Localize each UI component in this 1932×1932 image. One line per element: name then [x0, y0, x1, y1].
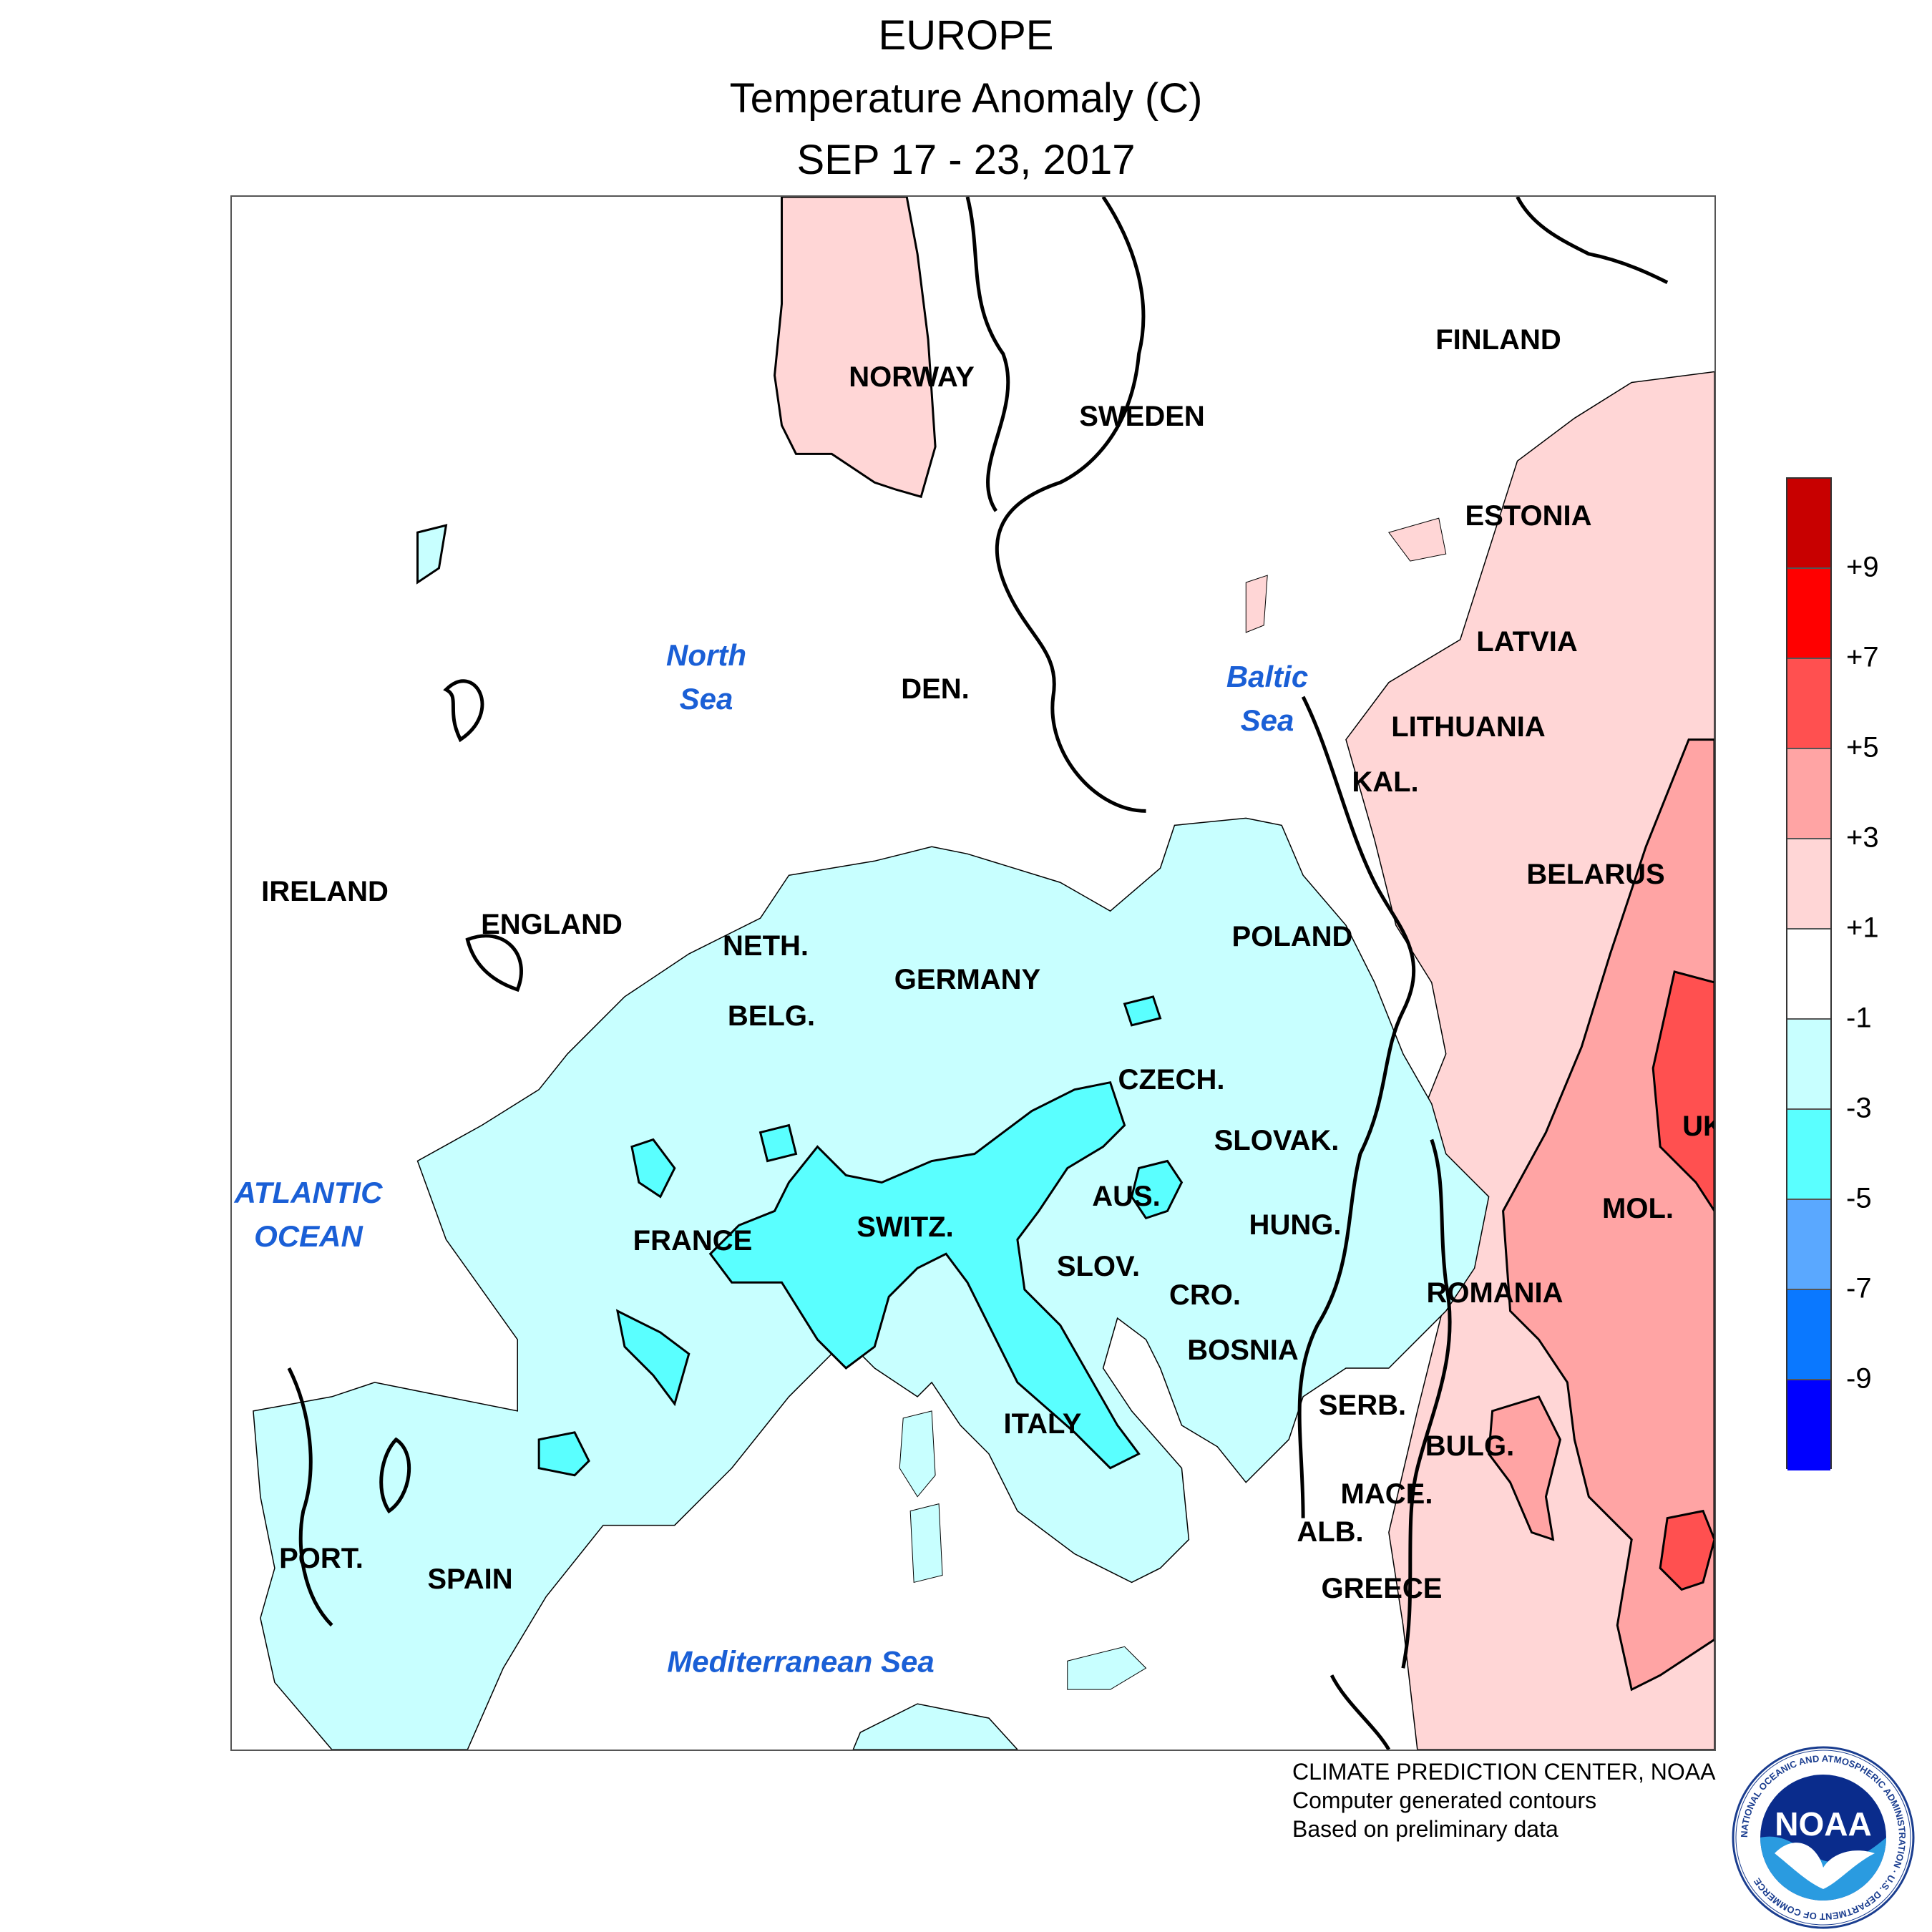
label-slovenia: SLOV.: [1056, 1251, 1141, 1282]
label-belarus: BELARUS: [1526, 859, 1665, 890]
label-hungary: HUNG.: [1249, 1209, 1342, 1241]
legend-tick-label: +5: [1846, 731, 1879, 763]
hot-anomaly-turkey: [1659, 1509, 1714, 1591]
logo-text: NOAA: [1775, 1805, 1871, 1843]
legend-bin-7: [1787, 1110, 1830, 1200]
cool-anomaly-sicily: [1067, 1646, 1147, 1690]
label-poland: POLAND: [1231, 921, 1353, 952]
label-greece: GREECE: [1321, 1573, 1443, 1604]
anomaly-map-canvas: [253, 197, 1714, 1750]
label-estonia: ESTONIA: [1465, 500, 1592, 532]
legend-bin-3: [1787, 749, 1830, 839]
map-period: SEP 17 - 23, 2017: [796, 137, 1136, 183]
label-baltic-sea: Baltic Sea: [1226, 660, 1309, 737]
label-spain: SPAIN: [427, 1563, 513, 1595]
legend-tick-label: -3: [1846, 1092, 1872, 1124]
label-latvia: LATVIA: [1476, 626, 1578, 658]
label-croatia: CRO.: [1169, 1279, 1241, 1311]
cold-anomaly-france-3: [615, 1309, 691, 1407]
legend-bin-4: [1787, 839, 1830, 930]
legend-tick-label: -7: [1846, 1272, 1872, 1304]
label-france: FRANCE: [633, 1225, 753, 1257]
label-bosnia: BOSNIA: [1187, 1335, 1299, 1366]
legend-tick-label: +1: [1846, 912, 1879, 944]
hot-anomaly-ukraine: [1652, 970, 1714, 1214]
label-atlantic-ocean: ATLANTIC OCEAN: [234, 1176, 383, 1253]
legend-tick-label: +7: [1846, 641, 1879, 673]
cold-anomaly-france-1: [630, 1138, 676, 1199]
credit-source: CLIMATE PREDICTION CENTER, NOAA: [1292, 1759, 1716, 1785]
cool-anomaly-sardinia: [899, 1410, 943, 1584]
legend-bin-2: [1787, 659, 1830, 749]
warm-anomaly-estonia-islands: [1245, 517, 1447, 633]
label-norway: NORWAY: [849, 361, 975, 393]
legend-bin-10: [1787, 1380, 1830, 1470]
label-ireland: IRELAND: [261, 876, 389, 907]
label-serbia: SERB.: [1318, 1390, 1407, 1421]
label-moldova: MOL.: [1602, 1193, 1674, 1224]
legend-tick-label: +9: [1846, 551, 1879, 583]
label-lithuania: LITHUANIA: [1391, 711, 1546, 743]
warm-anomaly-bulgaria: [1488, 1395, 1562, 1541]
legend-tick-label: -1: [1846, 1002, 1872, 1034]
noaa-logo: NATIONAL OCEANIC AND ATMOSPHERIC ADMINIS…: [1732, 1746, 1915, 1929]
label-italy: ITALY: [1003, 1408, 1082, 1440]
label-mediterranean-sea: Mediterranean Sea: [667, 1644, 935, 1679]
cold-anomaly-austria: [1130, 1159, 1184, 1220]
legend-bin-8: [1787, 1200, 1830, 1290]
label-belgium: BELG.: [727, 1000, 816, 1032]
label-switzerland: SWITZ.: [857, 1211, 954, 1243]
cool-anomaly-africa: [852, 1703, 1018, 1750]
legend-tick-label: +3: [1846, 821, 1879, 854]
label-north-sea: North Sea: [666, 638, 746, 716]
cold-anomaly-alps: [708, 1080, 1141, 1470]
label-germany: GERMANY: [894, 964, 1041, 995]
label-macedonia: MACE.: [1340, 1478, 1433, 1510]
label-portugal: PORT.: [279, 1543, 364, 1574]
cold-anomaly-france-2: [758, 1123, 798, 1163]
zero-contours: [287, 197, 1669, 1750]
label-finland: FINLAND: [1435, 324, 1561, 356]
label-romania: ROMANIA: [1426, 1277, 1563, 1309]
warm-anomaly-norway: [774, 197, 937, 499]
credit-note-data: Based on preliminary data: [1292, 1816, 1558, 1842]
label-netherlands: NETH.: [723, 930, 809, 962]
credit-note-contours: Computer generated contours: [1292, 1787, 1597, 1813]
label-albania: ALB.: [1297, 1516, 1364, 1548]
label-sweden: SWEDEN: [1079, 401, 1205, 432]
label-ukraine: UK: [1682, 1111, 1714, 1142]
anomaly-map: NORWAY SWEDEN FINLAND ESTONIA LATVIA LIT…: [230, 195, 1716, 1751]
label-kaliningrad: KAL.: [1352, 766, 1419, 798]
legend-bin-1: [1787, 569, 1830, 659]
legend-bin-6: [1787, 1020, 1830, 1110]
label-slovakia: SLOVAK.: [1214, 1125, 1340, 1156]
map-subtitle: Temperature Anomaly (C): [729, 75, 1203, 122]
legend-tick-label: -9: [1846, 1362, 1872, 1395]
label-england: ENGLAND: [481, 909, 623, 940]
cold-anomaly-spain: [537, 1431, 590, 1477]
label-bulgaria: BULG.: [1425, 1430, 1515, 1462]
label-denmark: DEN.: [901, 673, 970, 705]
label-austria: AUS.: [1092, 1181, 1161, 1212]
legend-tick-label: -5: [1846, 1182, 1872, 1214]
legend-bin-0: [1787, 479, 1830, 569]
color-legend: [1786, 477, 1832, 1470]
warm-anomaly-ukraine: [1502, 738, 1714, 1692]
label-czech: CZECH.: [1118, 1064, 1225, 1096]
legend-bin-9: [1787, 1290, 1830, 1380]
cold-anomaly-czech: [1123, 995, 1162, 1027]
cool-anomaly-scotland: [416, 524, 448, 585]
map-title: EUROPE: [878, 12, 1054, 59]
legend-bin-5: [1787, 930, 1830, 1020]
